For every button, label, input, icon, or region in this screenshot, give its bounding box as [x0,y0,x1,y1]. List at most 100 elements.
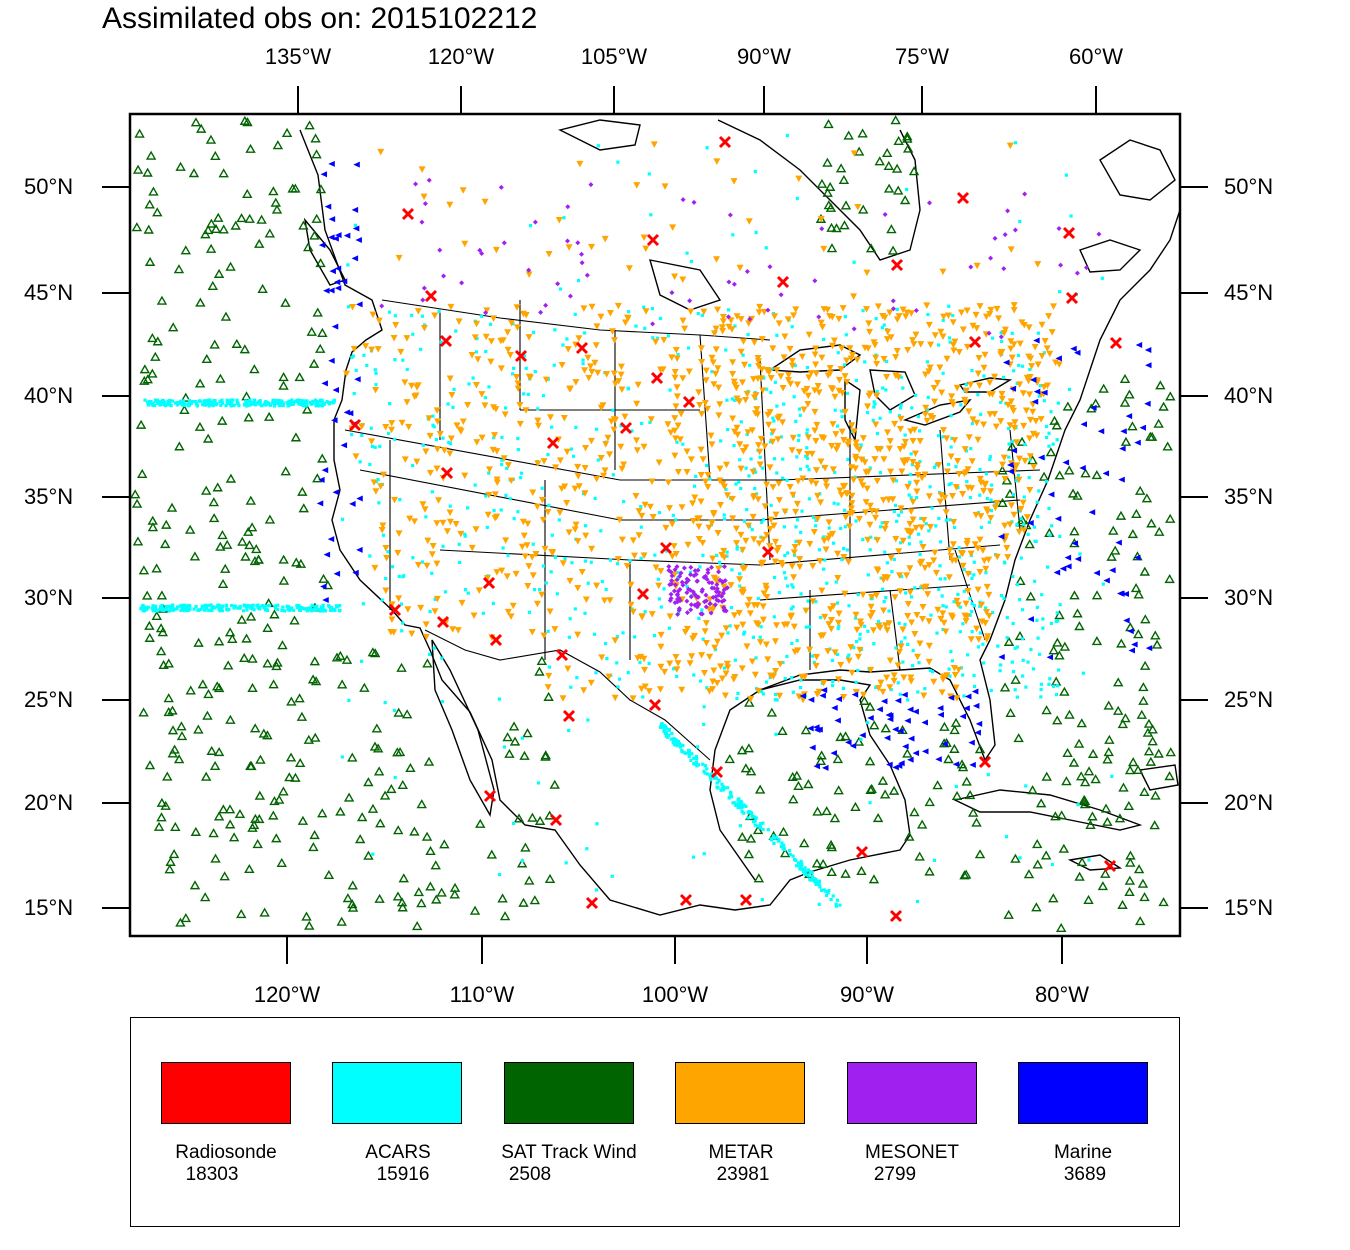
sat-wind-marker [176,721,187,731]
sat-wind-marker [997,497,1008,507]
metar-marker [723,660,731,668]
sat-wind-marker [205,134,217,144]
metar-marker [916,560,924,567]
sat-wind-marker [1138,695,1149,705]
acars-marker [392,708,397,713]
metar-marker [759,559,767,567]
metar-marker [429,542,437,550]
metar-marker [631,552,639,560]
left-tick-label: 45°N [24,280,74,305]
acars-marker [897,513,901,517]
metar-marker [1028,363,1036,370]
mesonet-marker [565,204,571,210]
sat-wind-marker [234,808,246,819]
metar-marker [588,303,596,311]
metar-marker [657,366,665,374]
marine-marker [1115,539,1122,546]
acars-marker [733,324,737,328]
metar-marker [528,554,536,561]
metar-marker [500,455,508,462]
acars-marker [373,368,377,372]
metar-marker [914,461,922,469]
acars-marker [812,660,816,665]
sat-wind-marker [883,183,895,193]
acars-marker [730,568,734,572]
sat-wind-marker [879,789,891,799]
metar-marker [492,246,500,254]
metar-marker [1031,344,1039,351]
mesonet-marker [1005,208,1011,214]
acars-marker [962,589,967,593]
radiosonde-marker [1109,336,1123,350]
acars-marker [944,605,948,609]
metar-marker [957,309,965,316]
acars-marker [810,875,814,879]
marine-marker [892,726,899,733]
sat-wind-marker [888,785,900,795]
metar-marker [702,620,710,627]
acars-marker [840,409,844,413]
sat-wind-marker [341,654,353,664]
sat-wind-marker [336,916,347,926]
metar-marker [771,313,779,320]
sat-wind-marker [163,658,174,668]
metar-marker [629,695,637,702]
metar-marker [864,536,872,544]
metar-marker [820,245,828,253]
metar-marker [872,421,880,429]
acars-marker [393,775,397,780]
acars-marker [143,398,147,402]
acars-marker [739,486,743,491]
acars-marker [220,606,224,610]
metar-marker [700,670,708,677]
acars-marker [305,402,309,407]
acars-marker [340,517,345,521]
acars-marker [501,546,505,550]
acars-marker [173,401,178,405]
mesonet-marker [672,600,678,606]
metar-marker [700,308,708,316]
metar-marker [716,465,724,473]
sat-wind-marker [956,759,968,769]
metar-marker [440,447,448,454]
acars-marker [595,822,599,826]
metar-marker [785,371,793,379]
acars-marker [854,378,859,383]
radiosonde-marker [440,466,454,480]
mesonet-marker [992,235,998,241]
acars-marker [238,606,242,610]
marine-marker [859,732,866,739]
metar-marker [838,345,846,352]
acars-marker [564,861,568,865]
metar-marker [867,603,875,611]
metar-marker [758,336,766,343]
sat-wind-marker [401,709,413,719]
metar-marker [425,415,433,422]
metar-marker [395,595,403,602]
metar-marker [716,401,724,408]
metar-marker [1032,418,1040,425]
metar-marker [817,319,825,327]
acars-marker [220,609,224,613]
acars-marker [724,487,728,492]
acars-marker [311,399,315,404]
metar-marker [436,431,444,438]
acars-marker [655,336,660,340]
sat-wind-marker [213,212,224,222]
acars-marker [159,403,163,407]
acars-marker [880,521,884,525]
metar-marker [534,460,542,467]
acars-marker [742,632,746,636]
metar-marker [484,511,492,519]
metar-marker [850,428,858,435]
acars-marker [813,524,818,528]
radiosonde-marker [968,335,982,349]
acars-marker [772,457,777,461]
metar-marker [790,312,798,319]
acars-marker [187,399,192,403]
metar-marker [580,687,588,694]
sat-wind-marker [278,554,289,564]
metar-marker [640,443,648,451]
metar-marker [884,328,892,336]
acars-marker [312,608,316,612]
